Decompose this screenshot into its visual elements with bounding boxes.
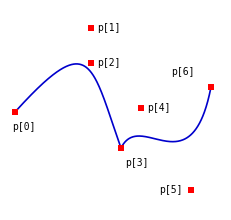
Text: p[5]: p[5] [159,185,182,195]
Text: p[4]: p[4] [147,103,170,113]
Text: p[0]: p[0] [12,122,36,132]
Text: p[3]: p[3] [125,158,149,168]
Text: p[6]: p[6] [171,67,195,77]
Text: p[1]: p[1] [97,23,121,33]
Text: p[2]: p[2] [97,58,121,68]
